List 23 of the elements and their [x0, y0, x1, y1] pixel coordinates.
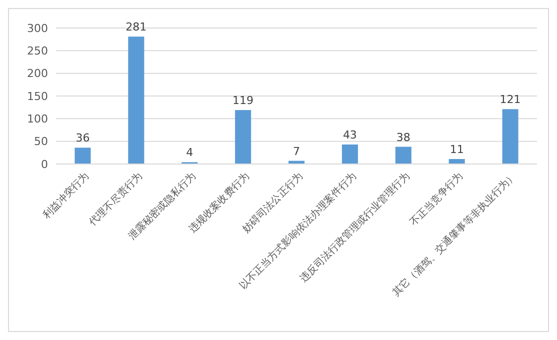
bar: [342, 144, 358, 164]
bar: [395, 146, 412, 164]
y-tick-label: 150: [27, 90, 48, 103]
data-label: 43: [342, 128, 357, 142]
bar: [128, 36, 144, 164]
data-label: 281: [126, 20, 147, 34]
bar: [235, 110, 252, 164]
bar: [502, 109, 518, 164]
y-tick-label: 300: [27, 22, 48, 35]
y-tick-label: 200: [27, 67, 48, 80]
bar: [448, 159, 465, 164]
data-label: 119: [232, 94, 254, 108]
data-label: 38: [396, 130, 410, 144]
y-tick-label: 100: [27, 112, 48, 126]
data-label: 121: [500, 93, 521, 106]
y-tick-label: 0: [41, 158, 48, 171]
data-label: 4: [186, 146, 194, 160]
data-label: 36: [76, 132, 90, 145]
y-tick-label: 50: [34, 135, 48, 148]
data-label: 11: [450, 143, 464, 156]
data-label: 7: [293, 144, 300, 158]
bar: [74, 148, 91, 164]
y-tick-label: 250: [27, 44, 48, 58]
